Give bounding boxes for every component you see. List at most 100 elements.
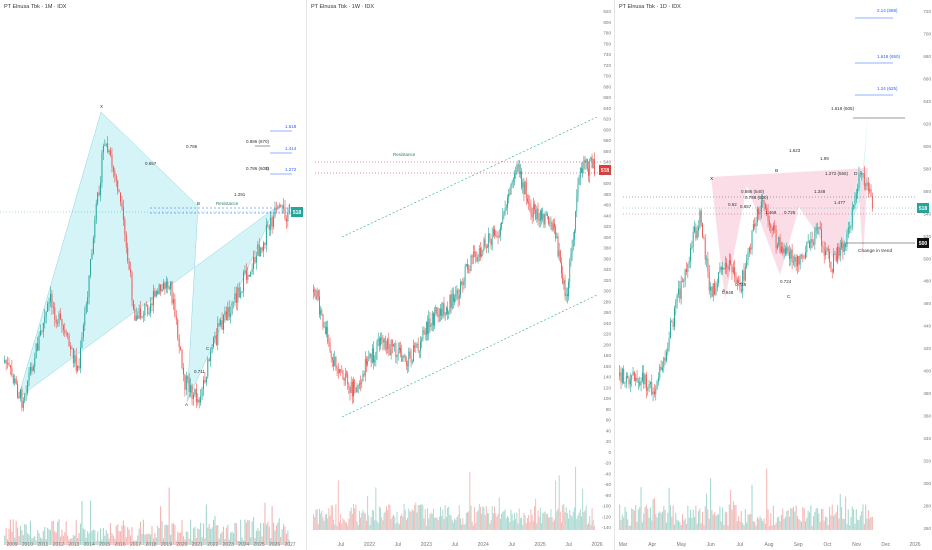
- candle-body: [370, 353, 372, 363]
- candle-body: [245, 270, 247, 280]
- candle-body: [421, 339, 423, 342]
- candle-body: [234, 293, 236, 303]
- candle-body: [208, 359, 210, 362]
- candle-body: [575, 211, 577, 231]
- candle-body: [655, 388, 657, 395]
- candle-body: [797, 256, 798, 267]
- volume-bar: [334, 524, 336, 530]
- candle-body: [579, 167, 581, 178]
- volume-bar: [830, 515, 832, 530]
- candle-body: [68, 335, 70, 347]
- candle-body: [108, 150, 110, 153]
- volume-bar: [727, 525, 729, 530]
- volume-bar: [492, 513, 494, 530]
- volume-bar: [427, 508, 429, 530]
- annotation-label: 1.414: [285, 146, 297, 151]
- volume-bar: [185, 531, 187, 545]
- candle-body: [722, 267, 724, 270]
- candle-body: [787, 247, 789, 252]
- volume-bar: [734, 504, 736, 530]
- annotation-label: 0.886 (540): [741, 189, 765, 194]
- volume-bar: [415, 502, 417, 530]
- volume-bar: [232, 533, 235, 545]
- volume-bar: [524, 515, 526, 530]
- volume-bar: [118, 531, 120, 545]
- volume-bar: [484, 515, 486, 530]
- candle-body: [858, 173, 860, 188]
- volume-bar: [402, 516, 404, 530]
- volume-bar: [462, 518, 464, 530]
- candle-body: [342, 370, 344, 379]
- volume-bar: [639, 506, 641, 530]
- candle-body: [644, 374, 646, 385]
- volume-bar: [680, 525, 682, 530]
- volume-bar: [262, 523, 265, 545]
- candle-body: [152, 290, 154, 306]
- candle-body: [134, 309, 136, 321]
- candle-body: [627, 375, 629, 379]
- candle-body: [754, 224, 756, 227]
- volume-bar: [280, 536, 282, 545]
- volume-bar: [660, 513, 662, 530]
- chart-canvas-weekly[interactable]: Resistance518820800780760740720700680660…: [307, 0, 613, 550]
- volume-bar: [706, 493, 708, 530]
- volume-bar: [837, 505, 839, 530]
- volume-bar: [104, 535, 106, 545]
- volume-bar: [340, 513, 342, 530]
- chart-canvas-monthly[interactable]: Resistance X A B C D 0.786 0.657 0.711 1.291 0.886…: [0, 0, 305, 550]
- candle-body: [625, 375, 627, 383]
- volume-bar: [558, 475, 560, 530]
- volume-bar: [779, 521, 781, 530]
- candle-body: [592, 158, 594, 169]
- candle-body: [48, 302, 50, 304]
- candle-body: [320, 310, 322, 315]
- volume-bar: [391, 516, 393, 530]
- candle-body: [7, 362, 9, 364]
- volume-bar: [537, 510, 539, 530]
- volume-bar: [501, 513, 503, 530]
- volume-bar: [582, 488, 584, 530]
- candle-body: [425, 321, 427, 335]
- annotation-label: 1.99: [820, 156, 829, 161]
- candle-body: [390, 340, 392, 355]
- candle-body: [451, 293, 453, 308]
- candle-body: [84, 313, 86, 326]
- volume-bar: [799, 520, 801, 530]
- volume-bar: [751, 484, 753, 530]
- volume-bar: [766, 468, 768, 530]
- candle-body: [288, 204, 290, 214]
- candle-body: [668, 338, 670, 348]
- volume-bar: [871, 516, 873, 530]
- volume-bar: [735, 504, 737, 530]
- candle-body: [125, 234, 127, 248]
- volume-bar: [633, 510, 635, 530]
- volume-bar: [360, 517, 362, 530]
- candle-body: [732, 267, 734, 273]
- volume-bar: [69, 538, 72, 545]
- volume-bar: [764, 523, 766, 530]
- chart-canvas-daily[interactable]: 1.618 (605) 2.14 (688) 1.618 (650) 1.24 (62…: [615, 0, 932, 550]
- volume-bar: [458, 505, 460, 530]
- volume-bar: [464, 523, 466, 530]
- candle-body: [178, 338, 180, 348]
- candle-body: [430, 324, 432, 327]
- candle-body: [659, 366, 661, 378]
- candle-body: [756, 208, 758, 223]
- volume-bar: [702, 511, 704, 530]
- volume-bar: [55, 532, 57, 545]
- volume-bar: [685, 524, 688, 530]
- candle-body: [764, 204, 766, 209]
- volume-bar: [389, 504, 391, 530]
- candle-body: [462, 281, 464, 286]
- candle-body: [771, 227, 773, 231]
- volume-bar: [451, 519, 453, 530]
- candle-body: [391, 340, 393, 347]
- volume-bar: [374, 520, 376, 530]
- candle-body: [541, 210, 542, 220]
- candle-body: [355, 387, 357, 392]
- candle-body: [340, 369, 342, 371]
- candle-body: [688, 261, 690, 264]
- x-tick-label: 2018: [145, 542, 156, 548]
- candle-body: [698, 227, 700, 231]
- candle-body: [829, 251, 831, 262]
